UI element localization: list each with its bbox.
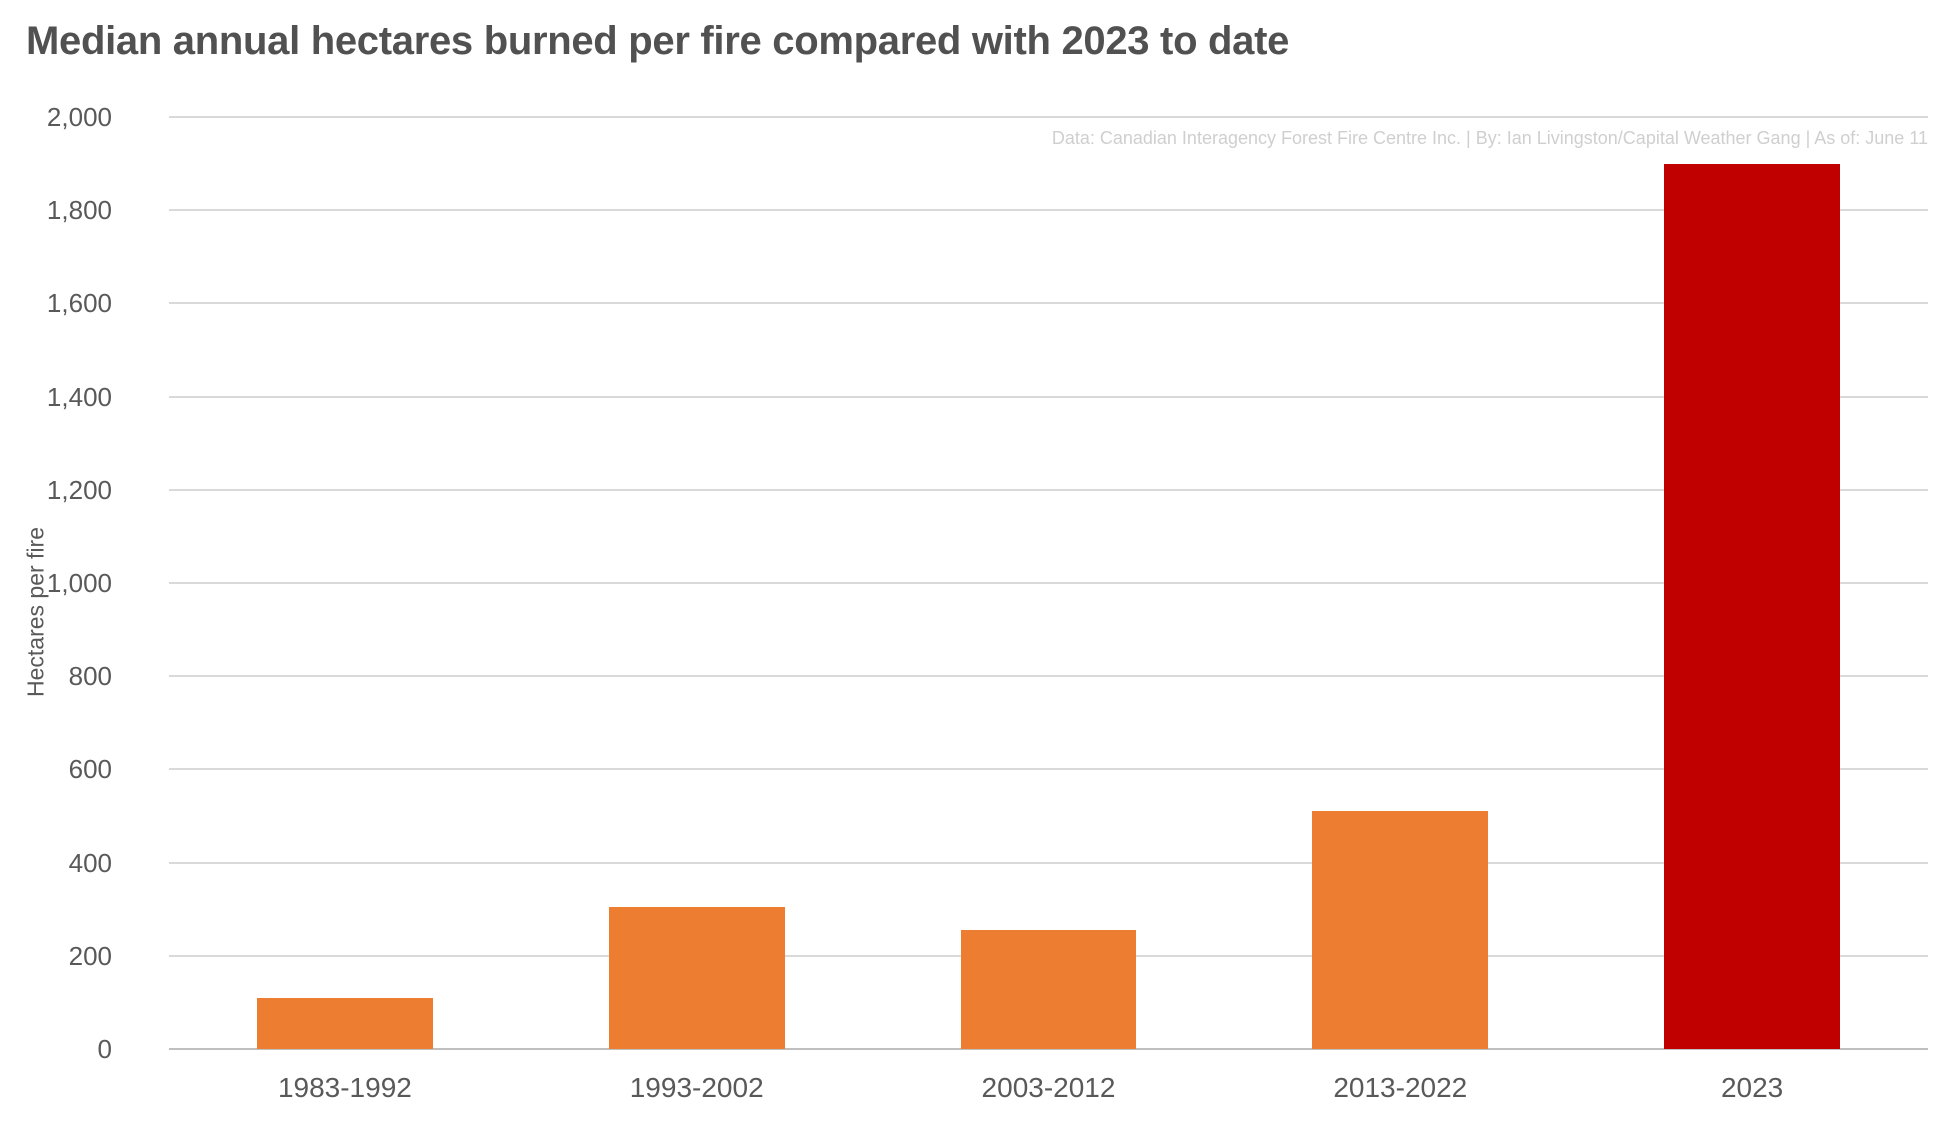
x-tick-label-1983-1992: 1983-1992 <box>277 1072 412 1103</box>
gridline-1,200 <box>169 488 1928 491</box>
gridline-1,800 <box>169 209 1928 212</box>
gridline-2,000 <box>169 116 1928 118</box>
plot-area <box>169 116 1928 1050</box>
bar-2013-2022 <box>1312 811 1489 1049</box>
y-tick-label-1,600: 1,600 <box>46 288 112 319</box>
source-attribution: Data: Canadian Interagency Forest Fire C… <box>1051 128 1928 148</box>
bar-2003-2012 <box>960 930 1137 1049</box>
y-tick-label-0: 0 <box>97 1034 112 1064</box>
gridline-400 <box>169 861 1928 864</box>
gridline-600 <box>169 768 1928 771</box>
y-tick-label-2,000: 2,000 <box>46 102 112 132</box>
y-tick-label-200: 200 <box>68 940 112 971</box>
bar-1993-2002 <box>608 906 785 1049</box>
bar-1983-1992 <box>256 997 433 1049</box>
gridline-1,600 <box>169 302 1928 305</box>
bar-2023 <box>1664 163 1841 1049</box>
x-tick-label-2003-2012: 2003-2012 <box>981 1072 1116 1103</box>
x-tick-label-2013-2022: 2013-2022 <box>1333 1072 1468 1103</box>
chart-title: Median annual hectares burned per fire c… <box>26 19 1290 63</box>
x-tick-label-1993-2002: 1993-2002 <box>629 1072 764 1103</box>
gridline-1,400 <box>169 395 1928 398</box>
gridline-800 <box>169 675 1928 678</box>
y-tick-label-400: 400 <box>68 847 112 878</box>
x-axis-line <box>169 1048 1928 1050</box>
y-tick-label-1,400: 1,400 <box>46 381 112 412</box>
y-tick-label-1,200: 1,200 <box>46 474 112 505</box>
x-tick-label-2023: 2023 <box>1720 1072 1784 1103</box>
y-tick-label-600: 600 <box>68 754 112 785</box>
y-tick-label-1,800: 1,800 <box>46 195 112 226</box>
gridline-1,000 <box>169 582 1928 584</box>
y-tick-label-800: 800 <box>68 661 112 692</box>
y-tick-label-1,000: 1,000 <box>46 568 112 598</box>
